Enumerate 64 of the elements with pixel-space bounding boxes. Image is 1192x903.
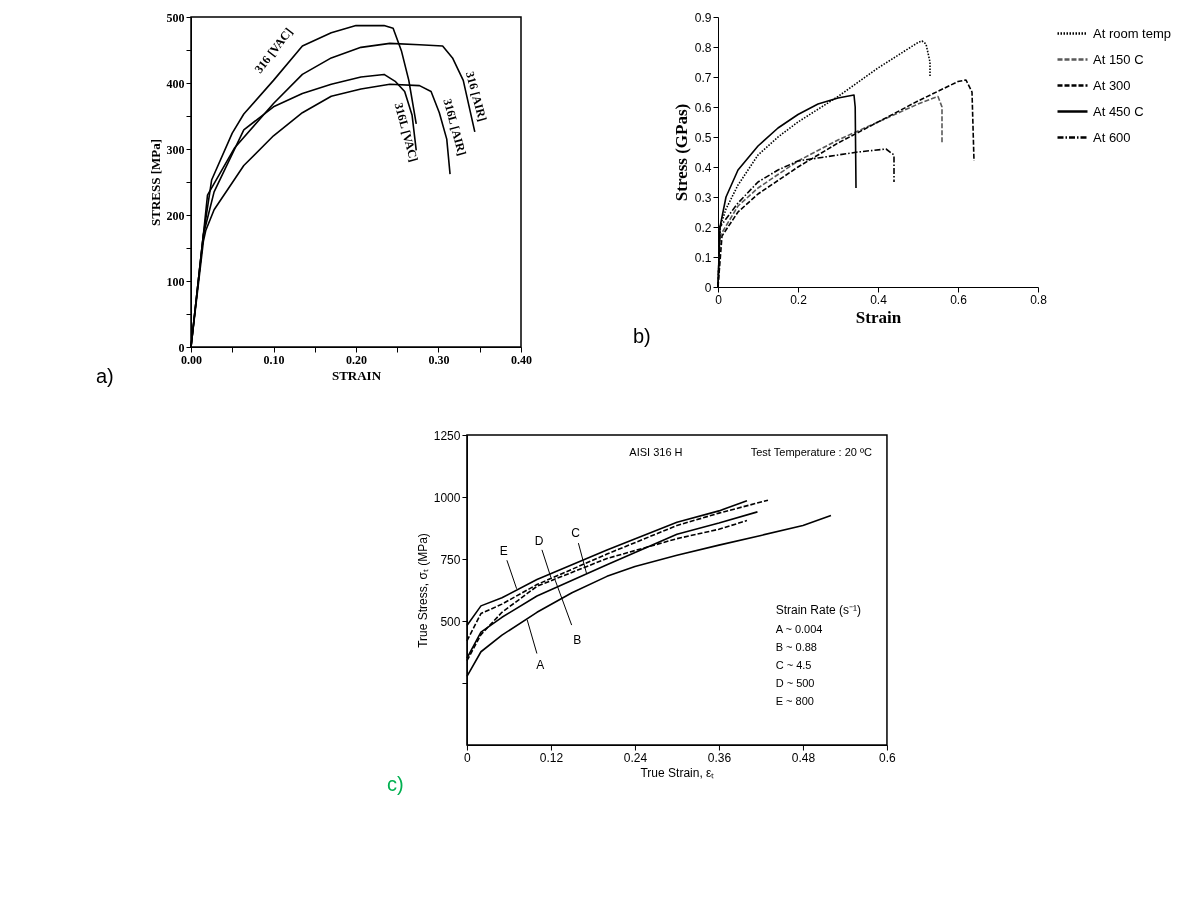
annotation: D ~ 500 <box>775 677 815 689</box>
y-axis-title: Stress (GPas) <box>671 103 691 202</box>
y-tick-label: 0.5 <box>694 130 712 145</box>
y-tick-label: 200 <box>166 208 185 223</box>
legend-label: At 450 C <box>1093 103 1144 119</box>
annotation: E <box>499 543 508 558</box>
y-tick-label: 0.7 <box>694 70 712 85</box>
legend-label: At 150 C <box>1093 51 1144 67</box>
y-tick-label: 0.1 <box>694 250 712 265</box>
annotation: C ~ 4.5 <box>775 659 812 671</box>
annotation: A ~ 0.004 <box>775 623 823 635</box>
x-axis-title: Strain <box>855 307 902 327</box>
annotation: C <box>571 525 581 540</box>
legend-label: At room temp <box>1093 25 1172 41</box>
x-tick-label: 0.8 <box>1030 292 1048 307</box>
x-tick-label: 0.00 <box>181 352 202 367</box>
text: 316L [VAC] <box>391 101 421 164</box>
y-tick-label: 0.6 <box>694 100 712 115</box>
x-tick-label: 0.6 <box>950 292 968 307</box>
x-tick-label: 0.24 <box>623 750 648 765</box>
legend-title: Strain Rate (s⁻¹) <box>775 603 862 617</box>
y-tick-label: 0.2 <box>694 220 712 235</box>
y-tick-label: 750 <box>440 552 461 567</box>
x-tick-label: 0.20 <box>346 352 367 367</box>
text: c) <box>386 773 404 795</box>
y-tick-label: 0.3 <box>694 190 712 205</box>
x-tick-label: 0.4 <box>870 292 888 307</box>
y-tick-label: 1000 <box>433 490 461 505</box>
y-tick-label: 0.8 <box>694 40 712 55</box>
y-tick-label: 0.4 <box>694 160 712 175</box>
annotation: D <box>534 533 544 548</box>
y-axis-title: STRESS [MPa] <box>147 138 163 227</box>
text: b) <box>633 325 651 347</box>
y-tick-label: 400 <box>166 76 185 91</box>
x-tick-label: 0.40 <box>511 352 532 367</box>
text: a) <box>96 365 114 387</box>
annotation: B <box>573 633 582 648</box>
x-tick-label: 0.48 <box>791 750 816 765</box>
x-tick-label: 0.36 <box>707 750 732 765</box>
x-tick-label: 0.6 <box>879 750 897 765</box>
annotation: E ~ 800 <box>775 695 814 707</box>
y-tick-label: 0 <box>178 340 185 355</box>
x-axis-title: STRAIN <box>331 367 382 383</box>
y-tick-label: 300 <box>166 142 185 157</box>
x-tick-label: 0.12 <box>539 750 564 765</box>
x-axis-title: True Strain, εₜ <box>640 765 715 780</box>
x-tick-label: 0 <box>715 292 723 307</box>
x-tick-label: 0.2 <box>790 292 808 307</box>
legend-label: At 600 <box>1093 129 1131 145</box>
annotation: B ~ 0.88 <box>775 641 817 653</box>
y-axis-title: True Stress, σₜ (MPa) <box>415 533 430 648</box>
x-tick-label: 0.10 <box>263 352 285 367</box>
y-tick-label: 500 <box>440 614 461 629</box>
annotation: A <box>536 657 545 672</box>
x-tick-label: 0 <box>464 750 472 765</box>
y-tick-label: 1250 <box>433 428 461 443</box>
legend-label: At 300 <box>1093 77 1131 93</box>
annotation: AISI 316 H <box>629 446 683 458</box>
y-tick-label: 0.9 <box>694 10 712 25</box>
y-tick-label: 0 <box>704 280 712 295</box>
y-tick-label: 500 <box>166 10 185 25</box>
x-tick-label: 0.30 <box>428 352 450 367</box>
y-tick-label: 100 <box>166 274 185 289</box>
annotation: Test Temperature : 20 ºC <box>750 446 873 458</box>
